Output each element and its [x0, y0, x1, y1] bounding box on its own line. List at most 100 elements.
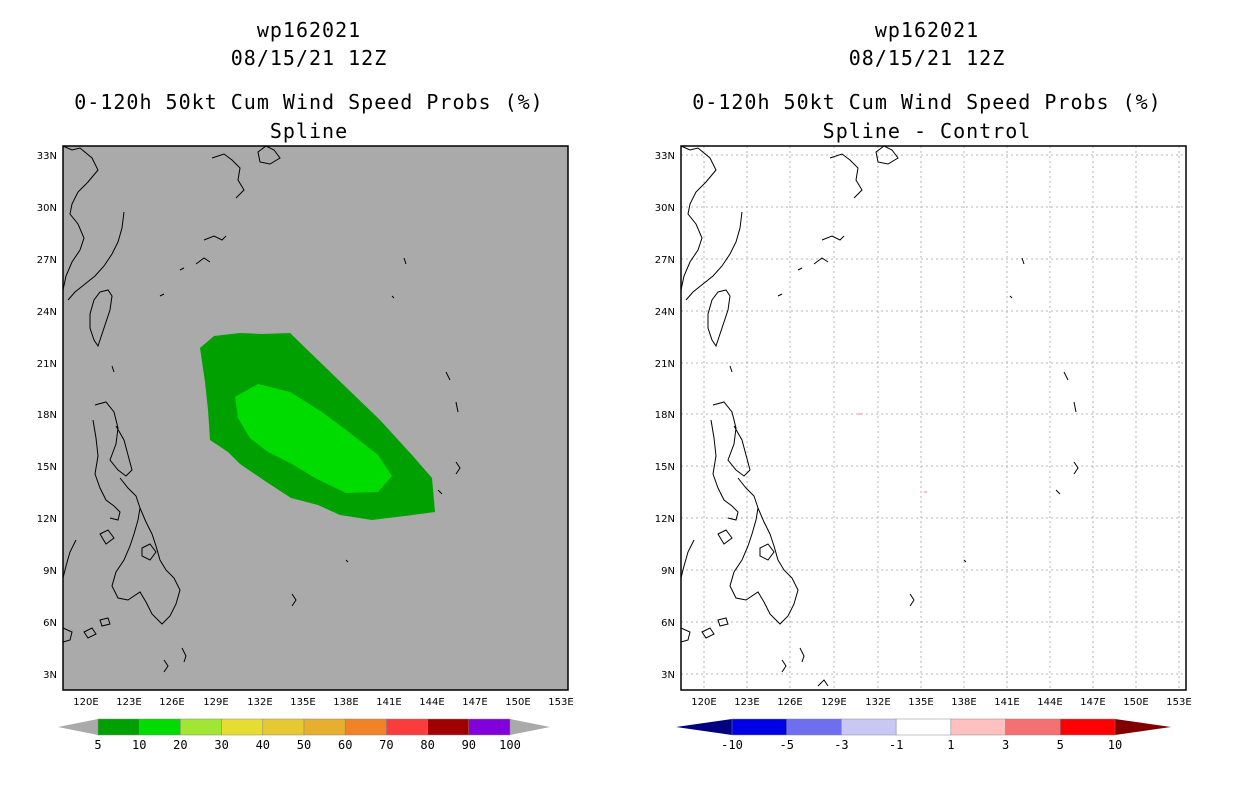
right-lat-label: 9N — [661, 566, 675, 577]
left-colorbar-label: 70 — [379, 738, 393, 752]
left-panel: wp162021 08/15/21 12Z 0-120h 50kt Cum Wi… — [37, 18, 574, 752]
left-title-date: 08/15/21 12Z — [230, 46, 388, 70]
right-lat-label: 6N — [661, 618, 675, 629]
right-lon-label: 129E — [821, 697, 846, 708]
left-colorbar-label: 60 — [338, 738, 352, 752]
left-colorbar: 5 10 20 30 40 50 60 70 80 90 100 — [58, 718, 550, 752]
left-colorbar-cell — [303, 718, 346, 736]
right-lon-label: 141E — [994, 697, 1019, 708]
right-lon-label: 138E — [951, 697, 976, 708]
right-lon-label: 123E — [734, 697, 759, 708]
left-lon-label: 120E — [73, 697, 98, 708]
right-panel: wp162021 08/15/21 12Z 0-120h 50kt Cum Wi… — [618, 0, 1236, 800]
left-lon-label: 135E — [290, 697, 315, 708]
left-lat-label: 30N — [37, 203, 57, 214]
left-title-product: 0-120h 50kt Cum Wind Speed Probs (%) — [74, 90, 544, 114]
left-colorbar-cell — [97, 718, 140, 736]
right-lat-label: 18N — [655, 410, 675, 421]
right-lon-label: 120E — [691, 697, 716, 708]
left-lon-label: 141E — [376, 697, 401, 708]
left-lat-label: 21N — [37, 359, 57, 370]
right-colorbar-label: 1 — [947, 738, 954, 752]
right-gridlines — [681, 146, 1186, 690]
right-colorbar-high-end — [1115, 719, 1171, 735]
right-lon-label: 150E — [1123, 697, 1148, 708]
right-lon-axis: 120E 123E 126E 129E 132E 135E 138E 141E … — [691, 697, 1191, 708]
right-colorbar-cell — [895, 718, 952, 736]
left-prob-contour-10 — [235, 384, 392, 493]
left-colorbar-cell — [386, 718, 428, 736]
right-lon-label: 153E — [1166, 697, 1191, 708]
right-lon-label: 135E — [908, 697, 933, 708]
left-lon-label: 126E — [159, 697, 184, 708]
left-title-id: wp162021 — [256, 18, 362, 42]
left-lat-label: 15N — [37, 462, 57, 473]
right-colorbar: -10 -5 -3 -1 1 3 5 10 — [676, 718, 1171, 752]
left-colorbar-cell — [427, 718, 470, 736]
left-colorbar-label: 90 — [462, 738, 476, 752]
left-lon-label: 138E — [333, 697, 358, 708]
left-coastlines — [62, 145, 461, 673]
left-lon-label: 123E — [116, 697, 141, 708]
left-colorbar-high-end — [510, 719, 550, 735]
left-lat-label: 6N — [43, 618, 57, 629]
left-map-svg: 33N 30N 27N 24N 21N 18N 15N 12N 9N 6N 3N… — [37, 145, 574, 752]
right-lat-label: 24N — [655, 307, 675, 318]
right-map-frame — [680, 145, 1187, 691]
right-colorbar-cell — [950, 718, 1006, 736]
right-diff-speck — [858, 413, 862, 415]
left-lat-label: 9N — [43, 566, 57, 577]
left-lat-label: 24N — [37, 307, 57, 318]
left-colorbar-cell — [344, 718, 387, 736]
right-colorbar-cell — [841, 718, 897, 736]
right-colorbar-label: 5 — [1057, 738, 1064, 752]
left-colorbar-label: 40 — [256, 738, 270, 752]
right-lon-label: 132E — [865, 697, 890, 708]
right-colorbar-label: 3 — [1002, 738, 1009, 752]
left-lat-label: 27N — [37, 255, 57, 266]
left-lat-label: 12N — [37, 514, 57, 525]
right-lat-label: 12N — [655, 514, 675, 525]
right-colorbar-label: -10 — [721, 738, 743, 752]
right-colorbar-low-end — [676, 719, 732, 735]
right-title-sub: Spline - Control — [822, 119, 1032, 143]
right-colorbar-label: 10 — [1108, 738, 1122, 752]
left-colorbar-cell — [138, 718, 181, 736]
right-map-background — [681, 146, 1186, 690]
right-colorbar-cell — [1005, 718, 1061, 736]
left-colorbar-label: 10 — [132, 738, 146, 752]
left-colorbar-label: 80 — [420, 738, 434, 752]
left-colorbar-label: 50 — [297, 738, 311, 752]
left-colorbar-low-end — [58, 719, 98, 735]
left-lon-label: 150E — [505, 697, 530, 708]
right-colorbar-label: -1 — [889, 738, 903, 752]
left-colorbar-label: 100 — [499, 738, 521, 752]
left-lat-label: 3N — [43, 670, 57, 681]
right-diff-speck — [924, 491, 927, 493]
left-map-frame — [62, 145, 569, 691]
right-colorbar-label: -5 — [779, 738, 793, 752]
left-colorbar-cell — [180, 718, 222, 736]
right-colorbar-cell — [1060, 718, 1116, 736]
left-lon-label: 129E — [203, 697, 228, 708]
left-colorbar-label: 20 — [173, 738, 187, 752]
right-lat-label: 33N — [655, 151, 675, 162]
left-lon-label: 144E — [419, 697, 444, 708]
left-lat-axis: 33N 30N 27N 24N 21N 18N 15N 12N 9N 6N 3N — [37, 151, 57, 681]
left-title-sub: Spline — [269, 119, 349, 143]
right-title-id: wp162021 — [874, 18, 980, 42]
left-lon-axis: 120E 123E 126E 129E 132E 135E 138E 141E … — [73, 697, 573, 708]
right-lat-label: 30N — [655, 203, 675, 214]
left-lon-label: 132E — [247, 697, 272, 708]
left-lat-label: 33N — [37, 151, 57, 162]
right-title-date: 08/15/21 12Z — [848, 46, 1006, 70]
left-colorbar-cell — [221, 718, 264, 736]
right-lon-label: 126E — [777, 697, 802, 708]
left-colorbar-label: 30 — [214, 738, 228, 752]
right-lat-label: 27N — [655, 255, 675, 266]
right-title-product: 0-120h 50kt Cum Wind Speed Probs (%) — [692, 90, 1162, 114]
left-lon-label: 153E — [548, 697, 573, 708]
right-map-svg: 33N 30N 27N 24N 21N 18N 15N 12N 9N 6N 3N… — [655, 145, 1192, 752]
right-lat-axis: 33N 30N 27N 24N 21N 18N 15N 12N 9N 6N 3N — [655, 151, 675, 681]
right-lon-label: 144E — [1037, 697, 1062, 708]
